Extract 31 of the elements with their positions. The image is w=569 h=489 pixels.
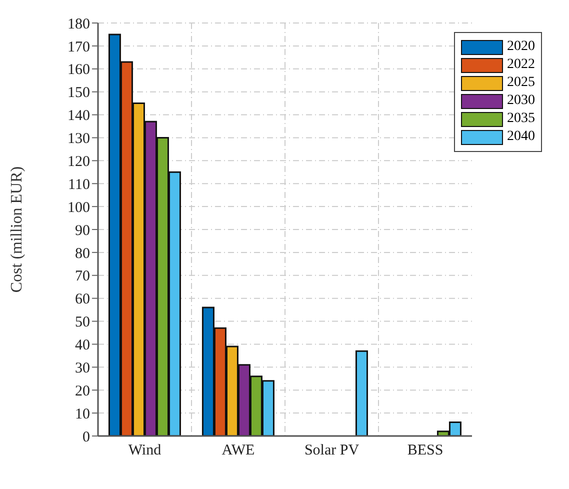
y-tick-label: 130 <box>68 131 90 148</box>
y-tick-label: 110 <box>68 176 90 193</box>
legend-label: 2025 <box>507 75 535 91</box>
bar <box>355 350 368 436</box>
y-tick-label: 60 <box>75 292 90 308</box>
y-tick-label: 0 <box>82 429 90 446</box>
legend-label: 2020 <box>507 39 535 55</box>
y-tick-label: 80 <box>75 246 90 262</box>
y-tick-label: 120 <box>68 154 90 170</box>
y-tick-label: 160 <box>68 62 90 78</box>
y-axis-title: Cost (million EUR) <box>8 166 26 293</box>
x-tick-label: Wind <box>128 442 162 459</box>
legend-label: 2030 <box>507 93 535 109</box>
y-tick-label: 180 <box>68 16 90 32</box>
legend-label: 2022 <box>507 57 535 73</box>
y-tick-label: 40 <box>75 338 90 354</box>
x-tick-label: Solar PV <box>304 442 360 459</box>
x-tick-label: AWE <box>222 442 255 459</box>
legend-label: 2035 <box>507 111 535 127</box>
y-tick-label: 70 <box>75 268 90 285</box>
x-tick-label: BESS <box>407 442 444 459</box>
y-tick-label: 170 <box>68 39 90 56</box>
y-tick-label: 30 <box>75 360 90 376</box>
y-tick-label: 50 <box>75 314 90 331</box>
y-tick-label: 150 <box>68 85 90 102</box>
y-tick-label: 20 <box>75 383 90 400</box>
y-tick-label: 100 <box>68 200 90 216</box>
legend-label: 2040 <box>507 129 535 145</box>
y-tick-label: 90 <box>75 222 90 239</box>
y-tick-label: 140 <box>68 108 90 124</box>
y-tick-label: 10 <box>75 406 90 422</box>
